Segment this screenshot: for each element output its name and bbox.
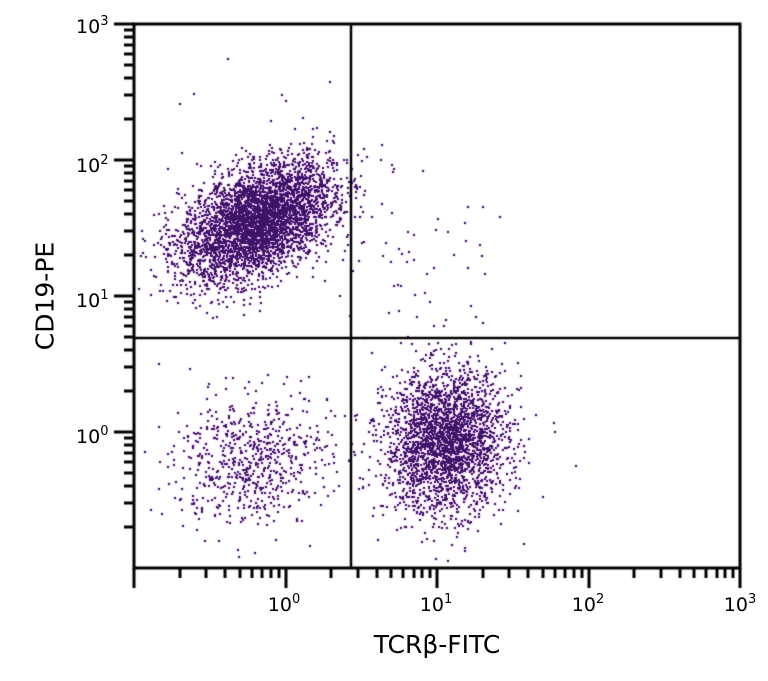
y-axis-title: CD19-PE	[30, 241, 60, 351]
x-axis-title: TCRβ-FITC	[373, 630, 501, 659]
y-tick-label: 100	[76, 424, 109, 448]
x-tick-label: 103	[723, 592, 757, 616]
y-tick-label: 101	[76, 288, 109, 312]
y-tick-label: 102	[76, 153, 109, 177]
x-tick-label: 100	[267, 592, 301, 616]
x-tick-label: 102	[571, 592, 605, 616]
x-tick-label: 101	[419, 592, 453, 616]
y-tick-label: 103	[76, 14, 109, 38]
